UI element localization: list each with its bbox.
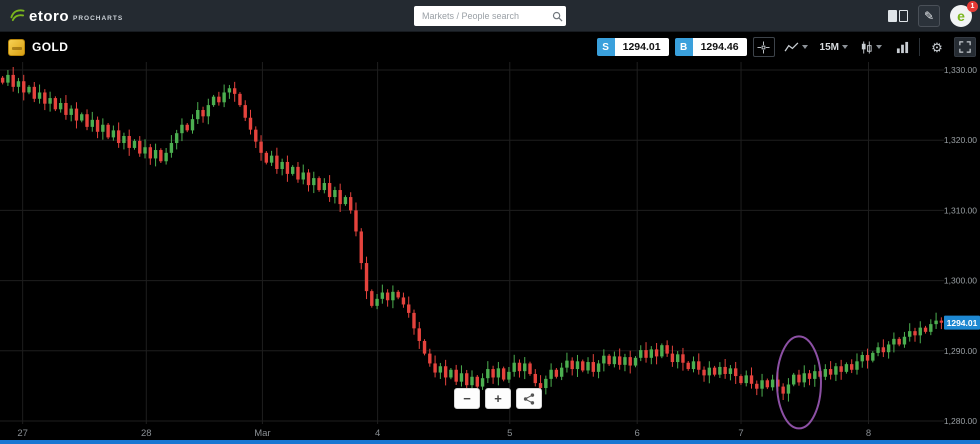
buy-label: B (674, 38, 693, 56)
share-button[interactable] (516, 388, 542, 409)
toolbar-divider (919, 38, 920, 56)
chart-type-button[interactable] (781, 37, 811, 57)
logo-subtitle: PROCHARTS (73, 15, 124, 22)
search-box (414, 6, 566, 26)
current-price-tag: 1294.01 (944, 315, 980, 330)
candle-style-button[interactable] (857, 37, 885, 57)
instrument-name: GOLD (32, 40, 69, 54)
gear-icon: ⚙ (931, 39, 943, 55)
interval-label: 15M (819, 41, 839, 53)
avatar-letter: e (950, 5, 972, 27)
svg-text:6: 6 (635, 428, 640, 439)
indicators-icon (896, 41, 908, 53)
svg-text:1,310.00: 1,310.00 (944, 205, 977, 215)
search-input[interactable] (414, 11, 548, 21)
pencil-icon[interactable]: ✎ (918, 5, 940, 27)
etoro-logo-icon (10, 9, 25, 22)
x-axis-labels: 27 28 Mar 4 5 6 7 8 (17, 428, 871, 439)
settings-button[interactable]: ⚙ (926, 37, 948, 57)
annotation-ellipse[interactable] (775, 335, 822, 430)
search-icon[interactable] (548, 11, 566, 22)
svg-text:1,320.00: 1,320.00 (944, 135, 977, 145)
crosshair-button[interactable] (752, 37, 775, 57)
layout-grid-icon[interactable] (888, 10, 908, 22)
logo-text: etoro (29, 8, 69, 25)
crosshair-icon (757, 40, 770, 54)
expand-icon (959, 41, 971, 53)
sell-price: 1294.01 (614, 38, 669, 56)
svg-text:1,300.00: 1,300.00 (944, 276, 977, 286)
zoom-in-button[interactable]: + (485, 388, 511, 409)
svg-text:1,290.00: 1,290.00 (944, 346, 977, 356)
svg-text:1,280.00: 1,280.00 (944, 416, 977, 426)
chevron-down-icon (801, 45, 808, 49)
indicators-button[interactable] (891, 37, 913, 57)
instrument-info: GOLD (8, 38, 69, 56)
candlestick-icon (861, 40, 872, 54)
zoom-controls: − + (454, 388, 542, 409)
interval-button[interactable]: 15M (817, 37, 851, 57)
etoro-logo[interactable]: etoro PROCHARTS (10, 7, 123, 24)
line-chart-icon (784, 41, 798, 52)
svg-text:5: 5 (507, 428, 512, 439)
fullscreen-button[interactable] (954, 37, 976, 57)
chart-bg (0, 62, 980, 440)
sell-button[interactable]: S 1294.01 (596, 38, 669, 56)
svg-text:1294.01: 1294.01 (947, 318, 978, 328)
y-axis-labels: 1,330.00 1,320.00 1,310.00 1,300.00 1,290.00… (944, 65, 977, 426)
chart-area: 1,330.00 1,320.00 1,310.00 1,300.00 1,290.00… (0, 62, 980, 440)
bottom-strip (0, 440, 980, 444)
chart-toolbar: S 1294.01 B 1294.46 (596, 37, 976, 57)
notification-badge: 1 (967, 1, 978, 12)
svg-text:27: 27 (17, 428, 28, 439)
sell-label: S (596, 38, 615, 56)
svg-text:28: 28 (141, 428, 152, 439)
instrument-bar: GOLD S 1294.01 B 1294.46 (0, 32, 980, 62)
chevron-down-icon (842, 45, 848, 49)
share-icon (523, 392, 535, 405)
top-bar: etoro PROCHARTS ✎ e 1 (0, 0, 980, 32)
price-chart[interactable]: 1,330.00 1,320.00 1,310.00 1,300.00 1,290.00… (0, 62, 980, 440)
svg-text:4: 4 (375, 428, 380, 439)
zoom-out-button[interactable]: − (454, 388, 480, 409)
buy-price: 1294.46 (692, 38, 747, 56)
svg-text:1,330.00: 1,330.00 (944, 65, 977, 75)
svg-text:8: 8 (866, 428, 871, 439)
top-right-controls: ✎ e 1 (888, 0, 978, 32)
gold-instrument-icon (8, 38, 25, 56)
chevron-down-icon (876, 45, 882, 49)
grid-layer (0, 62, 944, 424)
svg-text:Mar: Mar (254, 428, 270, 439)
buy-button[interactable]: B 1294.46 (674, 38, 747, 56)
avatar[interactable]: e 1 (950, 1, 978, 28)
svg-text:7: 7 (738, 428, 743, 439)
